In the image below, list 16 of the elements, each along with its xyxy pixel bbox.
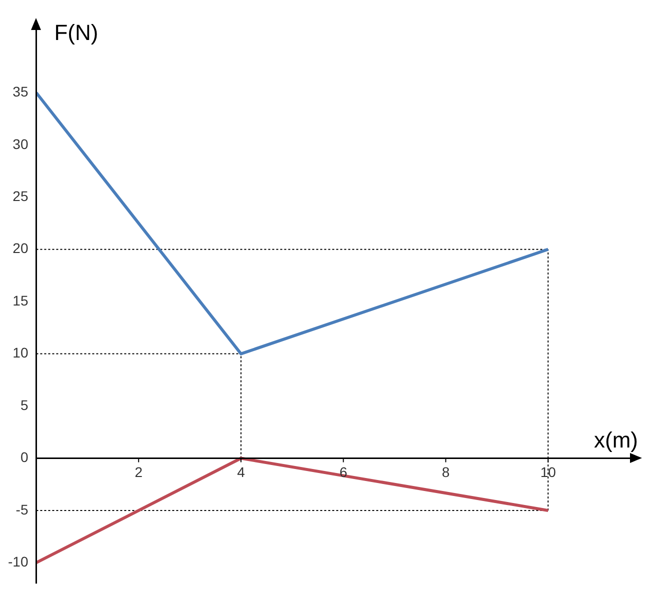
y-tick-label: -5: [16, 501, 28, 518]
y-tick-label: 5: [20, 396, 28, 413]
y-tick-label: 0: [20, 449, 28, 466]
y-tick-label: 15: [12, 292, 28, 308]
x-tick-label: 2: [134, 464, 143, 480]
x-tick-label: 4: [237, 464, 246, 480]
y-axis-title: F(N): [54, 20, 98, 46]
y-tick-label: 30: [12, 136, 28, 152]
x-axis-title: x(m): [594, 427, 638, 452]
y-tick-label: 25: [12, 188, 28, 204]
y-tick-label: 35: [12, 84, 28, 100]
y-tick-label: 10: [12, 344, 28, 361]
y-tick-label: -10: [8, 554, 28, 570]
x-tick-label: 10: [540, 464, 556, 480]
y-tick-label: 20: [12, 240, 28, 256]
x-tick-label: 8: [442, 464, 450, 480]
